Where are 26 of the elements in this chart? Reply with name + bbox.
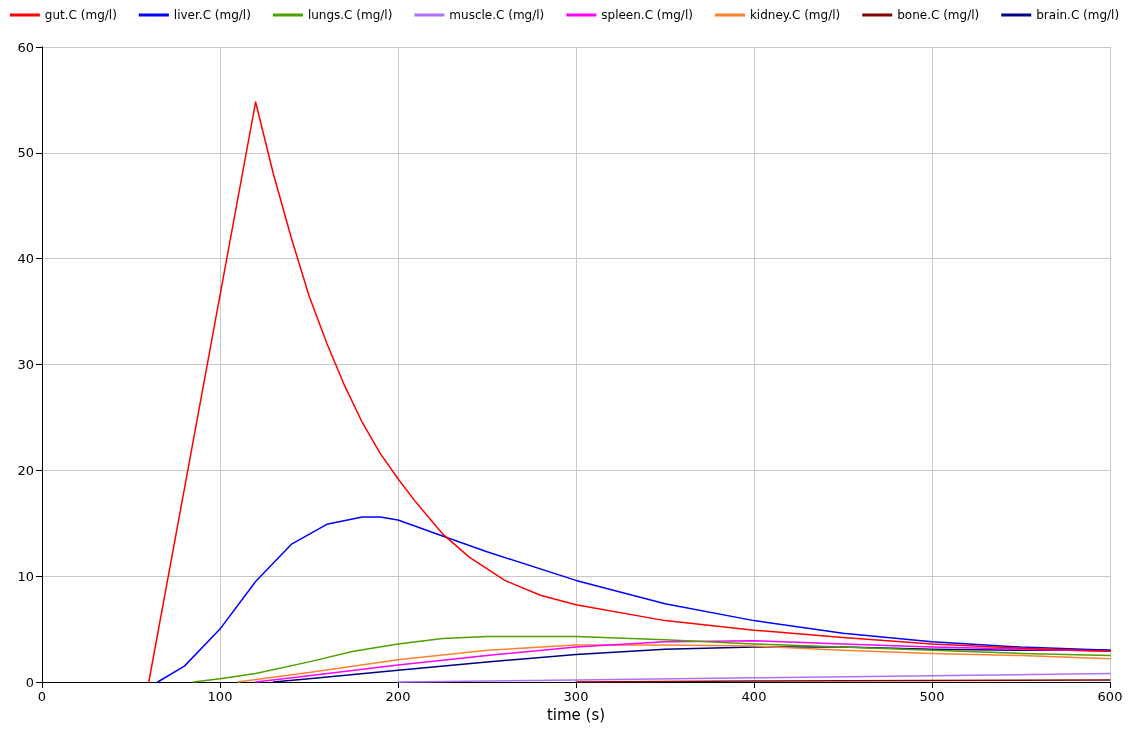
legend-label: bone.C (mg/l) (897, 8, 980, 22)
x-tick-label: 400 (741, 689, 767, 704)
y-tick-label: 0 (25, 674, 34, 690)
y-tick-label: 10 (17, 568, 34, 584)
x-axis-title: time (s) (546, 706, 606, 725)
y-tick-label: 60 (17, 39, 34, 55)
legend-label: muscle.C (mg/l) (449, 8, 545, 22)
x-tick-label: 0 (37, 689, 47, 704)
legend-label: brain.C (mg/l) (1036, 8, 1120, 22)
line-series (148, 101, 1111, 683)
y-tick-label: 50 (17, 145, 34, 161)
y-tick-label: 40 (17, 251, 34, 267)
x-tick-label: 200 (385, 689, 411, 704)
x-tick-label: 500 (919, 689, 945, 704)
line-series (156, 516, 1111, 683)
line-series (397, 672, 1111, 683)
legend-label: kidney.C (mg/l) (749, 8, 841, 22)
y-tick-label: 30 (17, 357, 34, 372)
y-tick-label: 20 (17, 462, 34, 478)
legend-label: gut.C (mg/l) (44, 8, 117, 22)
x-tick-label: 100 (207, 689, 233, 704)
x-tick-label: 300 (563, 689, 589, 704)
legend-label: spleen.C (mg/l) (601, 8, 693, 22)
legend-label: lungs.C (mg/l) (307, 8, 393, 22)
legend-label: liver.C (mg/l) (173, 8, 251, 22)
x-tick-label: 600 (1097, 689, 1123, 704)
